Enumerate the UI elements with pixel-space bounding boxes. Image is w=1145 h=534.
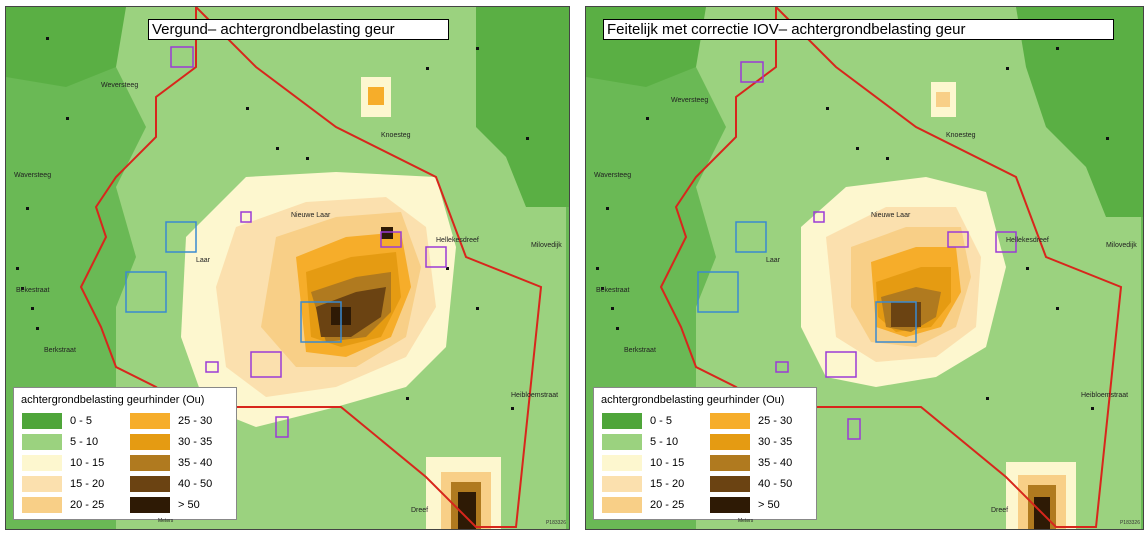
scalebar-label: Meters <box>158 518 174 524</box>
legend-swatch <box>602 412 642 429</box>
legend-title: achtergrondbelasting geurhinder (Ou) <box>601 394 785 406</box>
road-label: Heibloemstraat <box>1081 392 1129 399</box>
road-label: Waversteeg <box>594 172 632 179</box>
legend-swatch <box>22 412 62 429</box>
legend-swatch <box>130 496 170 513</box>
legend-item: 20 - 25 <box>602 496 684 513</box>
legend-swatch <box>602 496 642 513</box>
legend-swatch <box>130 475 170 492</box>
legend-swatch <box>602 433 642 450</box>
road-label: Berkstraat <box>624 347 656 354</box>
road-label: Bekestraat <box>596 287 630 294</box>
map-panel-right: Nieuwe Laar Knoesteg Weversteeg Waverste… <box>585 6 1144 530</box>
road-label: Bekestraat <box>16 287 50 294</box>
legend-item: 20 - 25 <box>22 496 104 513</box>
legend-swatch <box>710 475 750 492</box>
legend-swatch <box>22 433 62 450</box>
legend-item: > 50 <box>130 496 200 513</box>
map-code: P183326 <box>1119 520 1140 526</box>
legend-swatch <box>602 475 642 492</box>
legend-item: > 50 <box>710 496 780 513</box>
zone-0-5-topright <box>476 7 569 207</box>
legend-swatch <box>710 496 750 513</box>
legend-swatch <box>710 433 750 450</box>
road-label: Nieuwe Laar <box>871 212 911 219</box>
buildings-left <box>16 37 529 410</box>
legend-swatch <box>22 454 62 471</box>
legend-item: 30 - 35 <box>710 433 792 450</box>
legend-item: 0 - 5 <box>22 412 92 429</box>
zone-0-5-topright <box>1016 7 1143 217</box>
legend-right: achtergrondbelasting geurhinder (Ou) 0 -… <box>593 387 817 520</box>
map-code: P183326 <box>545 520 566 526</box>
legend-swatch <box>130 412 170 429</box>
road-label: Dreef <box>411 507 429 514</box>
legend-swatch <box>22 496 62 513</box>
legend-swatch <box>22 475 62 492</box>
road-label: Milovedijk <box>1106 242 1137 249</box>
legend-swatch <box>710 412 750 429</box>
road-label: Knoesteg <box>946 132 976 139</box>
road-label: Laar <box>196 257 211 264</box>
legend-left: achtergrondbelasting geurhinder (Ou) 0 -… <box>13 387 237 520</box>
legend-item: 15 - 20 <box>602 475 684 492</box>
road-label: Hellekesdreef <box>1006 237 1049 244</box>
road-label: Laar <box>766 257 781 264</box>
legend-item: 10 - 15 <box>22 454 104 471</box>
road-label: Knoesteg <box>381 132 411 139</box>
map-title-right: Feitelijk met correctie IOV– achtergrond… <box>603 19 1114 40</box>
legend-swatch <box>602 454 642 471</box>
road-label: Nieuwe Laar <box>291 212 331 219</box>
road-label: Waversteeg <box>14 172 52 179</box>
legend-item: 5 - 10 <box>602 433 678 450</box>
road-label: Hellekesdreef <box>436 237 479 244</box>
legend-item: 35 - 40 <box>710 454 792 471</box>
road-label: Heibloemstraat <box>511 392 559 399</box>
odour-map-right <box>586 7 1143 529</box>
legend-item: 35 - 40 <box>130 454 212 471</box>
road-label: Milovedijk <box>531 242 562 249</box>
farm-outlines-right <box>697 61 1017 440</box>
legend-title: achtergrondbelasting geurhinder (Ou) <box>21 394 205 406</box>
legend-item: 25 - 30 <box>710 412 792 429</box>
map-title-left: Vergund– achtergrondbelasting geur <box>148 19 449 40</box>
legend-item: 15 - 20 <box>22 475 104 492</box>
legend-item: 40 - 50 <box>710 475 792 492</box>
zone-over-50-b <box>381 227 393 239</box>
road-label: Dreef <box>991 507 1009 514</box>
legend-item: 25 - 30 <box>130 412 212 429</box>
legend-swatch <box>710 454 750 471</box>
legend-item: 0 - 5 <box>602 412 672 429</box>
legend-item: 40 - 50 <box>130 475 212 492</box>
road-label: Weversteeg <box>101 82 139 89</box>
map-panel-left: Nieuwe Laar Knoesteg Weversteeg Waverste… <box>5 6 570 530</box>
farm-outlines-left <box>125 46 447 438</box>
zone-0-5-topleft <box>6 7 126 87</box>
odour-map-left <box>6 7 569 529</box>
scalebar-label: Meters <box>738 518 754 524</box>
legend-item: 5 - 10 <box>22 433 98 450</box>
legend-swatch <box>130 454 170 471</box>
road-label: Weversteeg <box>671 97 709 104</box>
legend-item: 30 - 35 <box>130 433 212 450</box>
road-label: Berkstraat <box>44 347 76 354</box>
legend-swatch <box>130 433 170 450</box>
legend-item: 10 - 15 <box>602 454 684 471</box>
